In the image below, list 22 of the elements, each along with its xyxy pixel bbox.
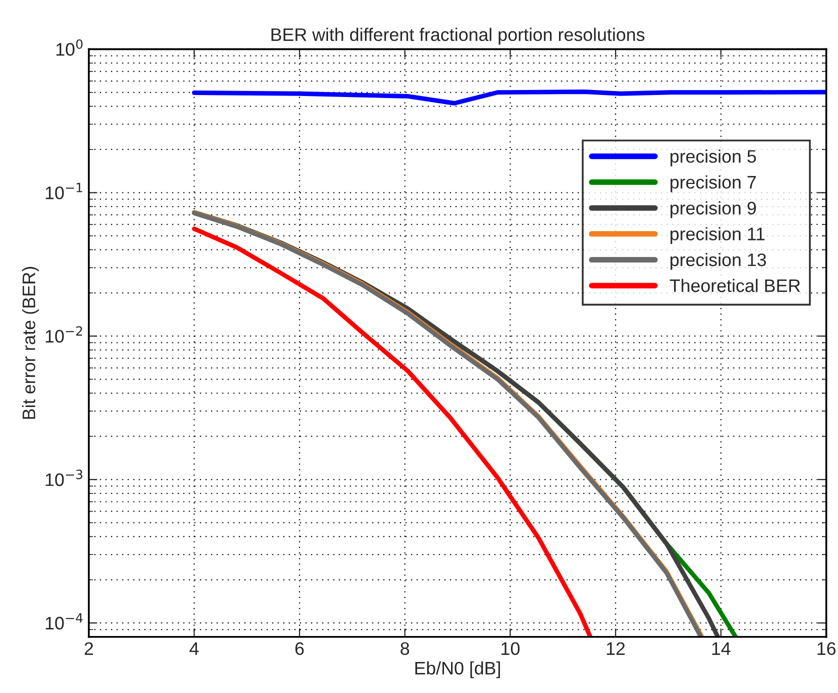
x-tick-label: 14: [712, 642, 730, 655]
y-axis-title: Bit error rate (BER): [22, 266, 39, 419]
legend-label: precision 5: [670, 150, 756, 166]
x-tick-label: 12: [606, 642, 625, 655]
legend-label: precision 7: [670, 175, 756, 192]
legend-label: Theoretical BER: [670, 278, 800, 292]
y-tick-label: 10$^{−2}$: [46, 326, 82, 343]
legend-label: precision 11: [670, 227, 765, 244]
y-tick-label: 10$^{−1}$: [46, 182, 82, 200]
y-tick-label: 10$^{−4}$: [46, 613, 83, 630]
x-tick-label: 6: [295, 642, 304, 655]
y-tick-label: 10$^{−3}$: [46, 470, 82, 486]
y-tick-label: 10$^{0}$: [56, 39, 83, 56]
legend-label: precision 13: [670, 252, 766, 270]
x-tick-label: 10: [502, 642, 520, 655]
chart-title: BER with different fractional portion resolutions: [272, 28, 644, 45]
x-tick-label: 4: [190, 642, 199, 655]
x-tick-label: 8: [400, 642, 410, 655]
legend-label: precision 9: [670, 201, 756, 218]
x-tick-label: 16: [818, 642, 836, 655]
x-axis-title: Eb/N0 [dB]: [415, 661, 500, 678]
x-tick-label: 2: [84, 642, 93, 655]
